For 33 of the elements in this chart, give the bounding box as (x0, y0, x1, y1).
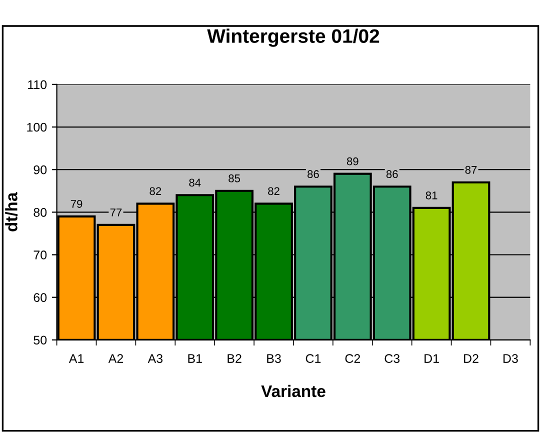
y-tick-label: 50 (34, 336, 47, 345)
x-tick-label: D1 (424, 354, 439, 363)
y-tick-label: 100 (27, 122, 47, 132)
x-tick-label: B2 (228, 354, 242, 363)
x-tick-label: C3 (384, 354, 400, 363)
y-tick-label: 80 (34, 208, 47, 217)
y-axis-title: dt/ha (5, 192, 18, 232)
data-label: 81 (426, 191, 438, 200)
data-label: 85 (228, 174, 240, 182)
y-tick-label: 90 (34, 165, 47, 174)
y-tick-label: 110 (28, 80, 47, 90)
chart-title: Wintergerste 01/02 (207, 28, 380, 47)
data-label: 82 (268, 187, 280, 196)
data-label: 79 (70, 200, 82, 208)
data-label: 86 (386, 170, 398, 178)
x-tick-label: B3 (267, 354, 281, 363)
data-label: 86 (308, 170, 319, 178)
x-tick-label: D3 (503, 354, 518, 363)
x-tick-label: A1 (68, 354, 84, 363)
x-tick-label: C1 (306, 354, 321, 363)
x-tick-label: C2 (345, 354, 360, 363)
x-tick-label: B1 (188, 354, 202, 363)
data-label: 87 (465, 166, 477, 174)
data-label: 77 (110, 208, 122, 216)
x-tick-label: A3 (148, 354, 163, 363)
y-tick-label: 60 (34, 293, 47, 302)
x-tick-label: A2 (108, 354, 123, 363)
data-label: 89 (346, 157, 358, 166)
y-tick-label: 70 (34, 250, 47, 260)
data-label: 82 (150, 187, 162, 196)
data-label: 84 (189, 178, 201, 187)
x-axis-title: Variante (261, 384, 326, 398)
x-tick-label: D2 (464, 354, 478, 363)
